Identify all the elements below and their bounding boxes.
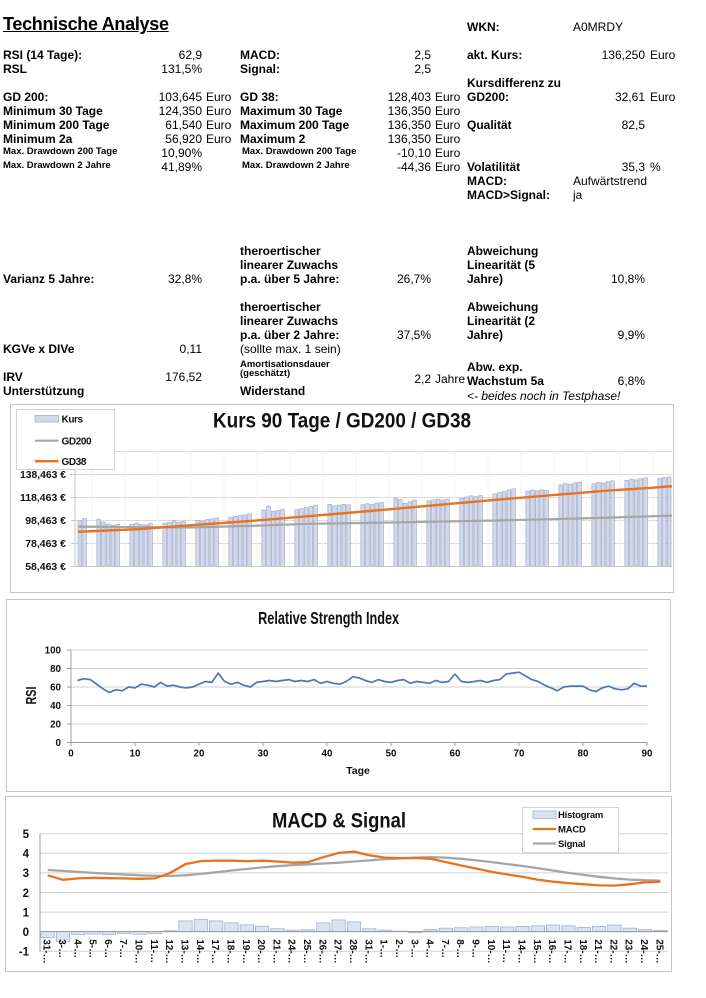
svg-text:Histogram: Histogram: [558, 810, 603, 821]
svg-text:24-…: 24-…: [286, 939, 297, 963]
svg-text:70: 70: [514, 749, 525, 760]
svg-text:14-…: 14-…: [194, 939, 205, 963]
svg-text:4-…: 4-…: [71, 939, 82, 958]
svg-text:Signal: Signal: [558, 839, 585, 850]
svg-text:7-…: 7-…: [117, 939, 128, 958]
svg-text:20-…: 20-…: [255, 939, 266, 963]
svg-text:80: 80: [50, 664, 61, 675]
svg-text:14-…: 14-…: [516, 939, 527, 963]
svg-text:25-…: 25-…: [653, 939, 664, 963]
svg-text:3-…: 3-…: [408, 939, 419, 958]
svg-text:19-…: 19-…: [240, 939, 251, 963]
svg-text:Relative Strength Index: Relative Strength Index: [258, 608, 399, 628]
svg-text:4: 4: [23, 849, 30, 861]
svg-text:31-…: 31-…: [41, 939, 52, 963]
svg-text:10-…: 10-…: [133, 939, 144, 963]
svg-text:21-…: 21-…: [592, 939, 603, 963]
svg-text:0: 0: [68, 749, 74, 760]
svg-text:40: 40: [322, 749, 333, 760]
svg-text:21-…: 21-…: [270, 939, 281, 963]
svg-text:5-…: 5-…: [87, 939, 98, 958]
svg-text:Tage: Tage: [346, 765, 370, 777]
svg-text:138,463 €: 138,463 €: [20, 469, 66, 481]
svg-text:-1: -1: [19, 947, 30, 959]
svg-text:MACD: MACD: [558, 825, 586, 836]
svg-text:6-…: 6-…: [102, 939, 113, 958]
svg-text:9-…: 9-…: [470, 939, 481, 958]
svg-text:30: 30: [258, 749, 269, 760]
svg-text:17-…: 17-…: [209, 939, 220, 963]
svg-text:GD200: GD200: [62, 436, 93, 447]
svg-text:118,463 €: 118,463 €: [20, 492, 66, 504]
svg-text:4-…: 4-…: [424, 939, 435, 958]
svg-text:24-…: 24-…: [638, 939, 649, 963]
svg-text:MACD & Signal: MACD & Signal: [272, 809, 406, 832]
svg-text:90: 90: [642, 749, 653, 760]
svg-text:50: 50: [386, 749, 397, 760]
svg-text:10: 10: [130, 749, 141, 760]
svg-text:1: 1: [23, 907, 30, 919]
svg-text:80: 80: [578, 749, 589, 760]
svg-text:5: 5: [23, 829, 30, 841]
svg-text:12-…: 12-…: [163, 939, 174, 963]
svg-text:58,463 €: 58,463 €: [25, 561, 66, 573]
svg-text:26-…: 26-…: [316, 939, 327, 963]
svg-text:60: 60: [450, 749, 461, 760]
svg-text:2-…: 2-…: [393, 939, 404, 958]
svg-text:13-…: 13-…: [179, 939, 190, 963]
svg-text:78,463 €: 78,463 €: [25, 538, 66, 550]
svg-text:Kurs: Kurs: [62, 415, 84, 426]
svg-text:28-…: 28-…: [347, 939, 358, 963]
svg-text:7-…: 7-…: [439, 939, 450, 958]
svg-text:17-…: 17-…: [561, 939, 572, 963]
svg-text:40: 40: [50, 701, 61, 712]
svg-text:18-…: 18-…: [577, 939, 588, 963]
svg-text:27-…: 27-…: [332, 939, 343, 963]
svg-text:60: 60: [50, 683, 61, 694]
svg-text:20: 20: [194, 749, 205, 760]
svg-text:8-…: 8-…: [454, 939, 465, 958]
svg-text:1-…: 1-…: [378, 939, 389, 958]
svg-text:3-…: 3-…: [56, 939, 67, 958]
svg-text:Kurs 90 Tage / GD200 / GD38: Kurs 90 Tage / GD200 / GD38: [213, 410, 471, 433]
svg-text:0: 0: [23, 927, 29, 939]
svg-text:11-…: 11-…: [500, 939, 511, 963]
svg-text:RSI: RSI: [23, 687, 40, 705]
svg-text:18-…: 18-…: [225, 939, 236, 963]
svg-text:22-…: 22-…: [607, 939, 618, 963]
svg-text:11-…: 11-…: [148, 939, 159, 963]
svg-text:31-…: 31-…: [362, 939, 373, 963]
svg-text:10-…: 10-…: [485, 939, 496, 963]
svg-text:23-…: 23-…: [623, 939, 634, 963]
svg-text:25-…: 25-…: [301, 939, 312, 963]
svg-text:16-…: 16-…: [546, 939, 557, 963]
svg-text:3: 3: [23, 868, 29, 880]
svg-text:GD38: GD38: [62, 457, 87, 468]
svg-text:98,463 €: 98,463 €: [25, 515, 66, 527]
svg-text:20: 20: [50, 720, 61, 731]
svg-text:2: 2: [23, 888, 29, 900]
svg-text:100: 100: [45, 646, 62, 657]
svg-text:0: 0: [56, 738, 62, 749]
svg-text:15-…: 15-…: [531, 939, 542, 963]
